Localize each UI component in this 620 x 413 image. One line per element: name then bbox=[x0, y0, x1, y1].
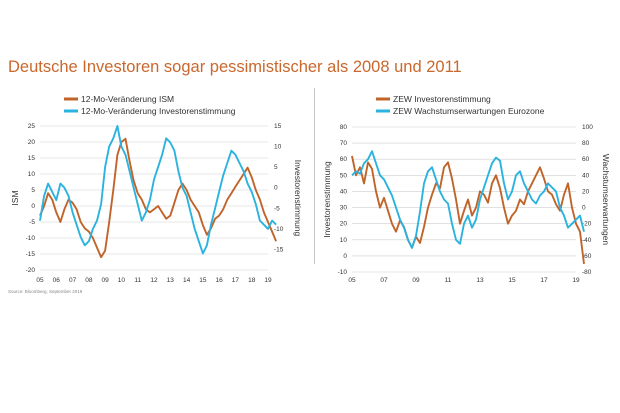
x-tick-label: 17 bbox=[540, 277, 548, 284]
x-tick-label: 10 bbox=[118, 277, 126, 284]
y-tick-label: 0 bbox=[343, 253, 347, 260]
x-tick-label: 09 bbox=[412, 277, 420, 284]
y-tick-label: -15 bbox=[26, 251, 36, 258]
y-axis-title: ISM bbox=[10, 190, 20, 205]
x-tick-label: 18 bbox=[248, 277, 256, 284]
y-tick-label: 60 bbox=[340, 156, 348, 163]
x-tick-label: 16 bbox=[216, 277, 224, 284]
y2-tick-label: -60 bbox=[582, 253, 592, 260]
y-tick-label: -10 bbox=[338, 269, 348, 276]
x-tick-label: 14 bbox=[183, 277, 191, 284]
series-line bbox=[39, 125, 277, 255]
y-tick-label: 10 bbox=[28, 171, 36, 178]
x-tick-label: 17 bbox=[232, 277, 240, 284]
x-tick-label: 05 bbox=[36, 277, 44, 284]
x-tick-label: 13 bbox=[167, 277, 175, 284]
x-tick-label: 09 bbox=[102, 277, 110, 284]
legend-label: 12-Mo-Veränderung Investorenstimmung bbox=[81, 106, 236, 116]
y2-tick-label: 5 bbox=[274, 164, 278, 171]
y-tick-label: 15 bbox=[28, 155, 36, 162]
y2-tick-label: 100 bbox=[582, 124, 593, 131]
y-tick-label: 10 bbox=[340, 237, 348, 244]
source-note: Source: Bloomberg, September 2019 bbox=[8, 289, 83, 294]
slide-title: Deutsche Investoren sogar pessimistische… bbox=[8, 58, 462, 76]
y2-tick-label: -40 bbox=[582, 237, 592, 244]
x-tick-label: 11 bbox=[134, 277, 141, 284]
y2-tick-label: -5 bbox=[274, 205, 280, 212]
x-tick-label: 19 bbox=[572, 277, 580, 284]
y2-tick-label: 80 bbox=[582, 140, 590, 147]
y-tick-label: 40 bbox=[340, 188, 348, 195]
y2-tick-label: -20 bbox=[582, 221, 592, 228]
y2-tick-label: 0 bbox=[274, 185, 278, 192]
x-tick-label: 07 bbox=[380, 277, 388, 284]
y2-axis-title: Investorenstimmung bbox=[293, 160, 303, 237]
x-tick-label: 08 bbox=[85, 277, 93, 284]
legend-label: ZEW Wachstumserwartungen Eurozone bbox=[393, 106, 545, 116]
x-tick-label: 12 bbox=[150, 277, 158, 284]
y-tick-label: 80 bbox=[340, 124, 348, 131]
y-tick-label: -10 bbox=[26, 235, 36, 242]
x-tick-label: 15 bbox=[508, 277, 516, 284]
series-line bbox=[351, 150, 585, 249]
y-tick-label: 70 bbox=[340, 140, 348, 147]
y2-tick-label: -80 bbox=[582, 269, 592, 276]
x-tick-label: 13 bbox=[476, 277, 484, 284]
x-tick-label: 19 bbox=[264, 277, 272, 284]
y2-axis-title: Wachstumserwartungen bbox=[601, 154, 611, 246]
y-tick-label: -20 bbox=[26, 267, 36, 274]
y-tick-label: 30 bbox=[340, 205, 348, 212]
y2-tick-label: -15 bbox=[274, 246, 284, 253]
y-tick-label: 25 bbox=[28, 123, 36, 130]
series-line bbox=[351, 155, 585, 265]
chart-divider bbox=[314, 88, 315, 264]
y2-tick-label: 40 bbox=[582, 172, 590, 179]
y2-tick-label: 60 bbox=[582, 156, 590, 163]
y-tick-label: 5 bbox=[31, 187, 35, 194]
y-tick-label: 20 bbox=[340, 221, 348, 228]
y2-tick-label: -10 bbox=[274, 226, 284, 233]
y-tick-label: 0 bbox=[31, 203, 35, 210]
y-tick-label: 20 bbox=[28, 139, 36, 146]
y2-tick-label: 15 bbox=[274, 123, 282, 130]
x-tick-label: 05 bbox=[348, 277, 356, 284]
y-tick-label: 50 bbox=[340, 172, 348, 179]
y2-tick-label: 20 bbox=[582, 188, 590, 195]
x-tick-label: 07 bbox=[69, 277, 77, 284]
legend-label: ZEW Investorenstimmung bbox=[393, 94, 491, 104]
series-line bbox=[39, 137, 277, 259]
legend-label: 12-Mo-Veränderung ISM bbox=[81, 94, 174, 104]
y2-tick-label: 0 bbox=[582, 205, 586, 212]
x-tick-label: 11 bbox=[445, 277, 452, 284]
y2-tick-label: 10 bbox=[274, 144, 282, 151]
x-tick-label: 06 bbox=[53, 277, 61, 284]
y-axis-title: Investorenstimmung bbox=[322, 161, 332, 238]
y-tick-label: -5 bbox=[29, 219, 35, 226]
x-tick-label: 15 bbox=[199, 277, 207, 284]
